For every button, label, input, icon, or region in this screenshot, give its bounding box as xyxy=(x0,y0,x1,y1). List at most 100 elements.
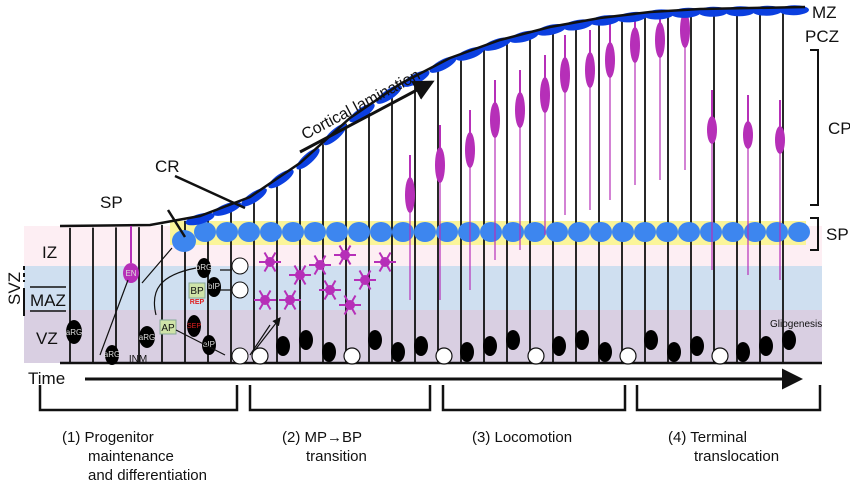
sep-label: SEP xyxy=(187,323,201,330)
subplate-cell xyxy=(568,222,590,242)
dividing-cell xyxy=(435,347,453,365)
svg-text:transition: transition xyxy=(306,448,367,465)
svg-text:(3) Locomotion: (3) Locomotion xyxy=(472,429,572,446)
subplate-cell xyxy=(656,222,678,242)
brg-label: bRG xyxy=(196,263,212,272)
bipolar-neuron xyxy=(585,30,595,210)
vz-label: VZ xyxy=(36,329,58,348)
cajal-retzius-cell xyxy=(185,212,215,226)
stage-brackets xyxy=(38,385,822,412)
bipolar-neuron xyxy=(515,70,525,250)
cajal-retzius-cell xyxy=(212,201,242,216)
mz-label: MZ xyxy=(812,3,837,22)
stage-4: (4) Terminal translocation xyxy=(668,429,779,465)
subplate-cell xyxy=(700,222,722,242)
subplate-cell xyxy=(634,222,656,242)
radial-glia-soma xyxy=(299,330,313,350)
neuron-soma xyxy=(360,275,370,285)
subplate-cell xyxy=(238,222,260,242)
subplate-cell xyxy=(392,222,414,242)
radial-glia-fibers xyxy=(69,9,784,363)
subplate-cell xyxy=(436,222,458,242)
aip-label: aIP xyxy=(203,340,215,349)
neuron-soma xyxy=(605,42,615,78)
cajal-retzius-cell xyxy=(536,24,566,36)
subplate-cell xyxy=(788,222,810,242)
multipolar-neuron xyxy=(259,251,281,273)
neuron-soma xyxy=(325,285,335,295)
cajal-retzius-cell xyxy=(296,148,320,170)
neuron-soma xyxy=(315,260,325,270)
radial-glia-soma xyxy=(690,336,704,356)
bipolar-neuron xyxy=(465,110,475,290)
bipolar-neuron xyxy=(655,17,665,180)
radial-glia-soma xyxy=(414,336,428,356)
neuron-soma xyxy=(345,300,355,310)
subplate-cell xyxy=(502,222,524,242)
radial-glia-soma xyxy=(368,330,382,350)
neuron-soma xyxy=(743,121,753,149)
subplate-cell xyxy=(612,222,634,242)
subplate-cell xyxy=(194,222,216,242)
radial-glia-soma xyxy=(736,342,750,362)
bp-label: BP xyxy=(190,286,204,297)
en-cell xyxy=(123,263,139,283)
svg-text:(1) Progenitor: (1) Progenitor xyxy=(62,429,154,446)
svz-zone xyxy=(24,266,822,310)
svg-text:and differentiation: and differentiation xyxy=(88,467,207,484)
neuron-soma xyxy=(405,177,415,213)
multipolar-neuron xyxy=(339,294,361,316)
multipolar-neuron xyxy=(374,251,396,273)
pial-surface xyxy=(59,5,806,228)
dividing-cell xyxy=(619,347,637,365)
neuron-soma xyxy=(540,77,550,113)
cajal-retzius-cell xyxy=(509,30,539,43)
cajal-retzius-cell xyxy=(429,56,457,73)
cajal-retzius-cell xyxy=(241,188,267,207)
neuron-soma xyxy=(585,52,595,88)
en-label: EN xyxy=(125,269,136,278)
gliogenesis-label: Gliogenesis xyxy=(770,319,822,330)
radial-glia-soma xyxy=(782,330,796,350)
time-label: Time xyxy=(28,369,65,388)
subplate-cell xyxy=(216,222,238,242)
multipolar-neuron xyxy=(279,289,301,311)
subplate-cell xyxy=(370,222,392,242)
stage-1: (1) Progenitor maintenance and different… xyxy=(62,429,207,484)
svg-text:(2) MP→BP: (2) MP→BP xyxy=(282,429,362,446)
radial-glia-soma xyxy=(483,336,497,356)
subplate-cell xyxy=(722,222,744,242)
bipolar-neuron xyxy=(435,125,445,300)
dividing-cell xyxy=(231,257,249,275)
cr-label: CR xyxy=(155,157,180,176)
subplate-cell xyxy=(766,222,788,242)
subplate-cell xyxy=(304,222,326,242)
subplate-cell xyxy=(744,222,766,242)
radial-glia-soma xyxy=(322,342,336,362)
cajal-retzius-cell xyxy=(482,37,512,51)
subplate-cell xyxy=(590,222,612,242)
neuron-soma xyxy=(707,116,717,144)
migrating-neurons xyxy=(254,12,785,316)
cajal-retzius-cell xyxy=(455,46,485,61)
neuron-soma xyxy=(295,270,305,280)
rep-label: REP xyxy=(190,299,205,306)
radial-glia-soma xyxy=(598,342,612,362)
radial-glia-soma xyxy=(460,342,474,362)
bip-label: bIP xyxy=(208,282,220,291)
bipolar-neuron xyxy=(743,95,753,275)
ap-label: AP xyxy=(161,323,175,334)
multipolar-neuron xyxy=(289,264,311,286)
bipolar-neuron xyxy=(630,19,640,185)
neuron-soma xyxy=(285,295,295,305)
neuron-soma xyxy=(630,27,640,63)
neuron-soma xyxy=(380,257,390,267)
bipolar-neuron xyxy=(540,55,550,235)
early-cells: EN aRG aRG aRG AP SEP aIP bRG BP REP bIP… xyxy=(66,226,280,365)
svg-text:maintenance: maintenance xyxy=(88,448,174,465)
arg-label-3: aRG xyxy=(139,333,155,342)
cortical-lamination-label: Cortical lamination xyxy=(299,67,423,144)
bipolar-neuron xyxy=(405,155,415,300)
cp-label: CP xyxy=(828,119,850,138)
